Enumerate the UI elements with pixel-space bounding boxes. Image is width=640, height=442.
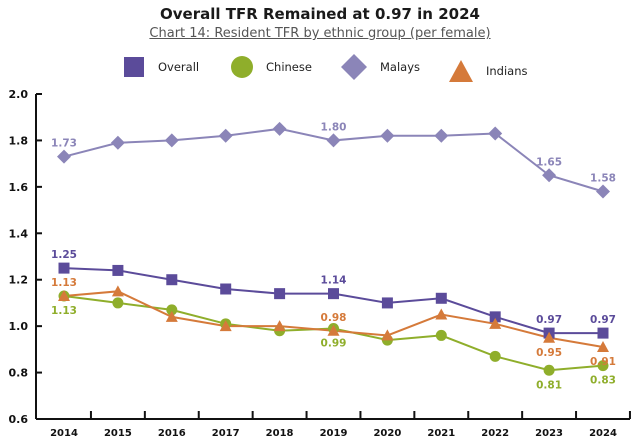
legend-label: Overall: [158, 60, 200, 74]
data-point-chinese: [112, 297, 124, 309]
data-point-malays: [57, 149, 71, 164]
chart-title: Overall TFR Remained at 0.97 in 2024: [160, 5, 480, 23]
data-point-overall: [328, 288, 339, 300]
x-tick-label: 2022: [481, 428, 509, 439]
data-point-malays: [326, 133, 341, 148]
legend-item-indians: Indians: [448, 58, 528, 84]
data-point-malays: [542, 168, 557, 183]
x-tick-label: 2016: [158, 428, 186, 439]
chart-subtitle: Chart 14: Resident TFR by ethnic group (…: [149, 26, 491, 41]
data-point-indians: [489, 317, 502, 329]
circle-icon: [231, 56, 253, 78]
data-point-indians: [435, 308, 448, 320]
triangle-icon: [449, 60, 473, 82]
x-tick-label: 2020: [373, 428, 401, 439]
x-tick-label: 2018: [266, 428, 294, 439]
data-point-overall: [58, 262, 70, 274]
data-point-indians: [381, 329, 394, 341]
data-point-chinese: [489, 350, 501, 362]
data-label-overall: 1.14: [321, 275, 347, 287]
data-point-overall: [597, 327, 609, 339]
x-tick-label: 2021: [427, 428, 455, 439]
legend-item-chinese: Chinese: [230, 54, 312, 80]
data-point-chinese: [435, 329, 447, 341]
data-label-chinese: 0.99: [321, 337, 347, 349]
data-label-chinese: 1.13: [51, 305, 77, 317]
data-point-overall: [220, 283, 232, 295]
data-point-overall: [112, 264, 124, 276]
legend-label: Indians: [486, 64, 528, 78]
data-point-chinese: [543, 364, 555, 376]
data-label-overall: 1.25: [51, 249, 77, 261]
data-point-malays: [218, 128, 233, 143]
square-icon: [124, 57, 144, 77]
data-point-malays: [110, 135, 125, 150]
data-point-chinese: [166, 304, 178, 316]
data-point-malays: [488, 126, 503, 141]
legend-label: Chinese: [266, 60, 312, 74]
y-tick-label: 1.8: [9, 134, 29, 147]
data-point-indians: [327, 324, 340, 336]
y-tick-label: 1.4: [9, 227, 29, 240]
y-tick-label: 2.0: [9, 88, 29, 101]
data-label-indians: 0.91: [590, 356, 616, 368]
data-point-malays: [596, 184, 610, 199]
x-tick-label: 2017: [212, 428, 240, 439]
legend-item-malays: Malays: [340, 54, 420, 80]
data-point-indians: [543, 331, 556, 343]
data-point-chinese: [597, 360, 609, 372]
x-tick-label: 2024: [589, 428, 617, 439]
data-point-malays: [164, 133, 179, 148]
x-tick-label: 2015: [104, 428, 132, 439]
data-point-indians: [58, 289, 70, 301]
x-tick-label: 2023: [535, 428, 563, 439]
data-label-malays: 1.65: [536, 156, 562, 168]
legend-item-overall: Overall: [122, 54, 199, 80]
y-tick-label: 0.8: [9, 367, 29, 380]
data-point-overall: [166, 274, 178, 286]
data-point-indians: [165, 310, 178, 322]
diamond-icon: [341, 54, 367, 80]
data-label-indians: 0.95: [536, 347, 562, 359]
y-tick-label: 1.6: [9, 181, 29, 194]
data-label-chinese: 0.81: [536, 379, 562, 391]
data-label-chinese: 0.83: [590, 375, 616, 387]
data-point-overall: [274, 288, 286, 300]
data-point-overall: [435, 292, 447, 304]
data-point-indians: [111, 285, 124, 297]
data-label-overall: 0.97: [536, 314, 562, 326]
y-tick-label: 1.0: [9, 320, 29, 333]
data-label-malays: 1.80: [321, 121, 347, 133]
y-tick-label: 0.6: [9, 413, 29, 426]
data-point-indians: [597, 341, 609, 353]
data-label-malays: 1.73: [51, 138, 77, 150]
data-point-malays: [380, 128, 395, 143]
data-point-overall: [489, 311, 501, 323]
data-point-indians: [273, 320, 286, 332]
x-tick-label: 2019: [320, 428, 348, 439]
data-label-overall: 0.97: [590, 314, 616, 326]
data-label-indians: 1.13: [51, 277, 77, 289]
legend-label: Malays: [380, 60, 421, 74]
data-point-indians: [219, 320, 232, 332]
data-point-malays: [434, 128, 449, 143]
data-label-indians: 0.98: [321, 312, 347, 324]
data-point-overall: [381, 297, 393, 309]
data-label-malays: 1.58: [590, 173, 616, 185]
y-tick-label: 1.2: [9, 274, 29, 287]
data-point-malays: [272, 121, 287, 136]
x-tick-label: 2014: [50, 428, 78, 439]
